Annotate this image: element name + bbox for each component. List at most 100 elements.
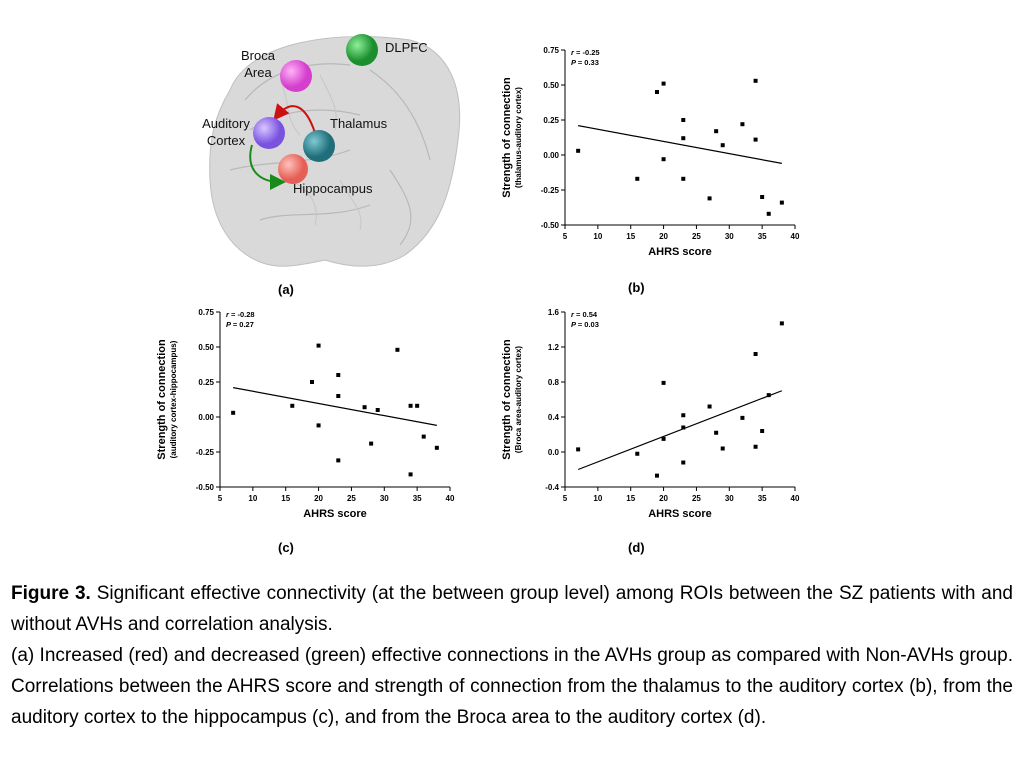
y-tick-label: 0.50 (543, 81, 559, 90)
stat-r: r = -0.25 (571, 48, 600, 57)
y-tick-label: 0.0 (548, 448, 560, 457)
regression-line (233, 387, 437, 426)
data-point (714, 430, 719, 435)
x-tick-label: 20 (659, 494, 668, 503)
data-point (707, 196, 712, 201)
data-point (760, 429, 765, 433)
decreased-connection-arrow (249, 144, 286, 190)
dlpfc-label: DLPFC (385, 40, 428, 55)
x-tick-label: 15 (626, 494, 635, 503)
brain-connectivity-diagram: DLPFC Broca Area Auditory Cortex Thalamus … (202, 34, 461, 267)
regression-line (577, 390, 783, 471)
x-tick-label: 5 (563, 494, 568, 503)
data-point (316, 343, 321, 348)
hippocampus-label: Hippocampus (293, 181, 373, 196)
x-tick-label: 25 (692, 494, 701, 503)
data-point (310, 380, 314, 384)
stat-p: P = 0.03 (571, 320, 599, 329)
data-point (681, 176, 686, 181)
panel-label-b: (b) (628, 280, 645, 295)
x-tick-label: 25 (692, 232, 701, 241)
x-tick-label: 20 (314, 494, 323, 503)
y-axis-label: Strength of connection (501, 77, 513, 198)
data-point (369, 441, 374, 446)
dlpfc-node (346, 34, 378, 66)
broca-area-label: Broca Area (241, 48, 276, 80)
y-tick-label: 0.4 (548, 413, 560, 422)
stat-r: r = 0.54 (571, 310, 598, 319)
regression-line (578, 125, 782, 164)
x-tick-label: 5 (563, 232, 568, 241)
data-point (720, 446, 725, 451)
data-point (655, 90, 659, 94)
y-tick-label: 0.25 (543, 116, 559, 125)
x-tick-label: 20 (659, 232, 668, 241)
auditory-cortex-label: Auditory Cortex (202, 116, 250, 148)
x-tick-label: 15 (626, 232, 635, 241)
data-point (766, 211, 771, 216)
y-tick-label: 0.8 (548, 378, 560, 387)
y-axis-sublabel: (Broca area-auditory cortex) (514, 346, 523, 453)
x-tick-label: 5 (218, 494, 223, 503)
data-point (415, 403, 420, 408)
y-tick-label: 0.00 (543, 151, 559, 160)
scatter-plot-b: 5 10 15 20 25 30 35 40 -0.50 -0.25 0.00 0.25 0.50 0.7… (501, 46, 800, 258)
x-tick-label: 10 (593, 494, 602, 503)
data-point (779, 321, 784, 326)
y-tick-label: 1.2 (548, 343, 560, 352)
y-tick-label: -0.25 (541, 186, 560, 195)
scatter-plot-d: 5 10 15 20 25 30 35 40 -0.4 0.0 0.4 0.8 1.2 1.6 AHRS s… (501, 308, 800, 520)
data-point (336, 394, 341, 398)
broca-area-node (280, 60, 312, 92)
caption-line-2: (a) Increased (red) and decreased (green… (11, 645, 1013, 728)
x-tick-label: 40 (791, 232, 800, 241)
y-axis-label: Strength of connection (156, 339, 168, 460)
thalamus-node (303, 130, 335, 162)
data-point (434, 445, 439, 450)
y-tick-label: 0.75 (543, 46, 559, 55)
data-point (681, 425, 686, 430)
data-point (661, 157, 666, 162)
data-point (635, 451, 640, 456)
y-axis-sublabel: (auditory cortex-hippocampus) (169, 340, 178, 458)
y-tick-label: -0.25 (196, 448, 215, 457)
data-point (655, 473, 659, 478)
x-tick-label: 15 (281, 494, 290, 503)
data-point (779, 200, 784, 205)
figure-label: Figure 3. (11, 583, 91, 604)
x-tick-label: 10 (593, 232, 602, 241)
y-axis-sublabel: (thalamus-auditory cortex) (514, 87, 523, 188)
x-tick-label: 30 (725, 232, 734, 241)
data-point (753, 78, 758, 83)
y-tick-label: 0.50 (198, 343, 214, 352)
data-point (661, 380, 666, 385)
data-point (681, 136, 686, 141)
x-axis-label: AHRS score (648, 508, 712, 520)
figure-caption: Figure 3. Significant effective connecti… (11, 578, 1013, 733)
data-point (753, 137, 758, 142)
stat-r: r = -0.28 (226, 310, 255, 319)
data-point (681, 413, 686, 418)
x-tick-label: 35 (758, 494, 767, 503)
data-point (714, 129, 719, 134)
caption-line-1: Significant effective connectivity (at t… (11, 583, 1013, 635)
data-point (766, 393, 771, 398)
panel-label-d: (d) (628, 540, 645, 555)
y-tick-label: 0.00 (198, 413, 214, 422)
data-point (661, 81, 666, 86)
y-tick-label: -0.50 (196, 483, 215, 492)
hippocampus-node (278, 154, 308, 184)
x-axis-label: AHRS score (648, 246, 712, 258)
data-point (760, 195, 765, 199)
data-point (316, 423, 321, 428)
data-point (576, 148, 581, 153)
data-point (231, 410, 236, 415)
y-tick-label: -0.4 (545, 483, 559, 492)
x-tick-label: 10 (248, 494, 257, 503)
x-tick-label: 40 (446, 494, 455, 503)
y-tick-label: 1.6 (548, 308, 560, 317)
y-tick-label: -0.50 (541, 221, 560, 230)
data-point (720, 143, 725, 148)
x-axis-label: AHRS score (303, 508, 367, 520)
data-point (740, 122, 745, 127)
